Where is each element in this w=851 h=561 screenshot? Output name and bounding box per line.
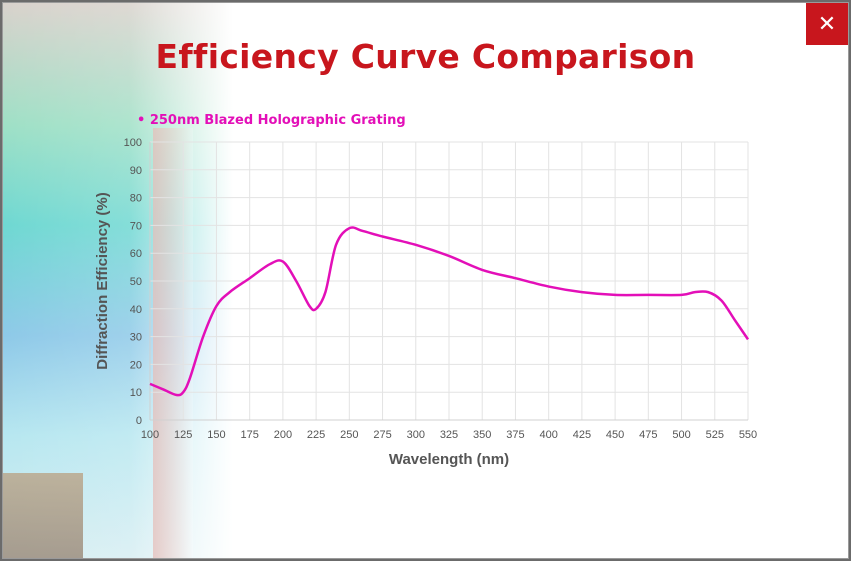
x-tick-label: 275 — [373, 429, 391, 441]
close-button[interactable]: ✕ — [806, 3, 848, 45]
y-tick-label: 100 — [124, 137, 142, 149]
efficiency-chart: 0 10 20 30 40 50 60 70 80 90 100 100 125 150 175 200 22… — [94, 137, 757, 468]
y-tick-label: 10 — [130, 387, 142, 399]
y-tick-label: 40 — [130, 304, 142, 316]
y-tick-label: 90 — [130, 165, 142, 177]
y-axis-label: Diffraction Efficiency (%) — [94, 192, 111, 370]
y-tick-label: 0 — [136, 415, 142, 427]
x-tick-label: 475 — [639, 429, 657, 441]
y-tick-label: 60 — [130, 248, 142, 260]
x-tick-label: 525 — [706, 429, 724, 441]
x-tick-label: 350 — [473, 429, 491, 441]
x-tick-label: 225 — [307, 429, 325, 441]
legend-item[interactable]: • 250nm Blazed Holographic Grating — [137, 113, 406, 128]
dialog-title: Efficiency Curve Comparison — [155, 37, 696, 76]
background-block — [3, 473, 83, 558]
x-tick-label: 175 — [240, 429, 258, 441]
series-line[interactable] — [149, 226, 750, 397]
x-tick-label: 300 — [407, 429, 425, 441]
x-tick-label: 150 — [207, 429, 225, 441]
y-tick-labels: 0 10 20 30 40 50 60 70 80 90 100 — [124, 137, 142, 427]
chart-grid — [149, 141, 749, 421]
x-tick-label: 500 — [672, 429, 690, 441]
x-tick-label: 375 — [506, 429, 524, 441]
x-tick-label: 100 — [141, 429, 159, 441]
y-tick-label: 50 — [130, 276, 142, 288]
x-tick-label: 450 — [606, 429, 624, 441]
y-tick-label: 80 — [130, 193, 142, 205]
y-tick-label: 20 — [130, 359, 142, 371]
x-tick-label: 200 — [274, 429, 292, 441]
y-tick-label: 30 — [130, 332, 142, 344]
x-tick-label: 425 — [573, 429, 591, 441]
x-tick-labels: 100 125 150 175 200 225 250 275 300 325 350 375 400 4… — [141, 429, 757, 441]
x-tick-label: 550 — [739, 429, 757, 441]
x-tick-label: 400 — [539, 429, 557, 441]
x-tick-label: 125 — [174, 429, 192, 441]
y-tick-label: 70 — [130, 220, 142, 232]
x-tick-label: 250 — [340, 429, 358, 441]
x-axis-label: Wavelength (nm) — [389, 451, 509, 468]
x-tick-label: 325 — [440, 429, 458, 441]
background-frame — [153, 128, 193, 558]
series-lines — [149, 226, 750, 397]
close-icon: ✕ — [817, 11, 837, 37]
